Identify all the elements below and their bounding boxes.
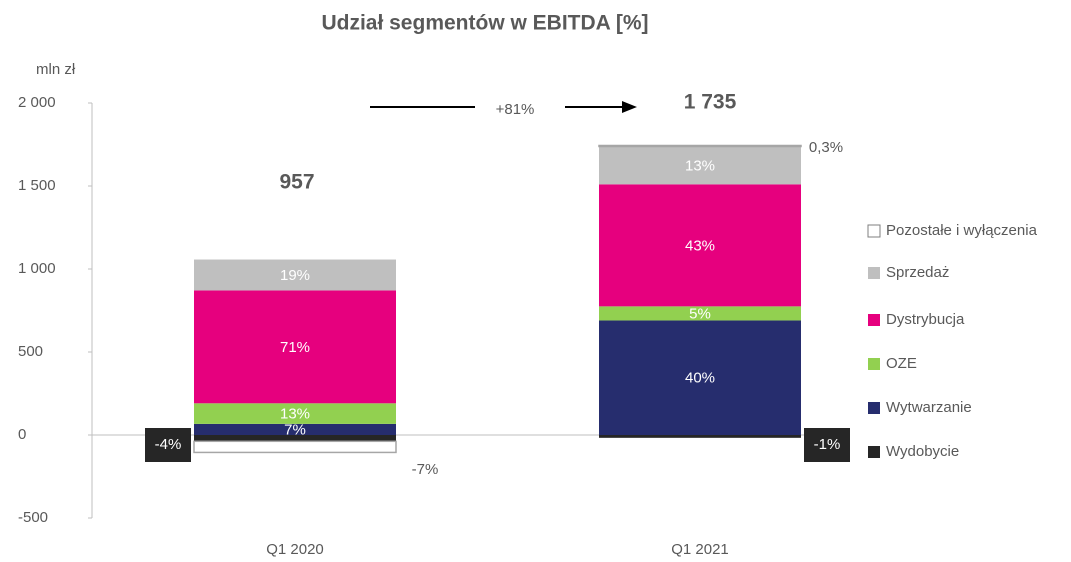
y-tick-label: 1 000 [18, 260, 56, 277]
bar-segment [599, 306, 801, 321]
data-label: 43% [685, 237, 715, 254]
x-tick-label: Q1 2020 [266, 541, 324, 558]
legend-swatch [868, 402, 880, 414]
legend-label: Dystrybucja [886, 311, 965, 328]
legend-label: Wydobycie [886, 443, 959, 460]
legend-label: Wytwarzanie [886, 399, 972, 416]
bar-segment [194, 423, 396, 435]
bar-segment [193, 440, 397, 454]
label-box [804, 428, 850, 462]
change-label: +81% [496, 101, 535, 118]
x-tick-label: Q1 2021 [671, 541, 729, 558]
bar-segment [194, 403, 396, 424]
y-tick-label: 2 000 [18, 94, 56, 111]
data-label: 13% [280, 406, 310, 423]
bar-segment [194, 259, 396, 291]
data-label: 0,3% [809, 139, 843, 156]
legend-swatch [868, 358, 880, 370]
arrow-head [622, 101, 637, 113]
label-box [145, 428, 191, 462]
data-label: 71% [280, 339, 310, 356]
bar-segment [599, 184, 801, 307]
legend-swatch [867, 224, 881, 238]
legend-swatch [868, 267, 880, 279]
data-label: 13% [685, 157, 715, 174]
data-label: -4% [155, 436, 182, 453]
bar-segment [599, 320, 801, 435]
data-label: 40% [685, 370, 715, 387]
data-label: 7% [284, 421, 306, 438]
y-tick-label: 500 [18, 343, 43, 360]
total-label: 957 [279, 171, 314, 194]
bar-segment [599, 435, 801, 438]
legend-label: Pozostałe i wyłączenia [886, 222, 1038, 239]
data-label: 19% [280, 267, 310, 284]
bar-segment [194, 290, 396, 404]
total-label: 1 735 [684, 91, 737, 114]
data-label: 5% [689, 305, 711, 322]
chart-title: Udział segmentów w EBITDA [%] [321, 12, 648, 35]
y-axis-label: mln zł [36, 61, 76, 78]
bar-segment [598, 144, 802, 148]
legend-label: Sprzedaż [886, 264, 949, 281]
data-label: -7% [412, 461, 439, 478]
legend-label: OZE [886, 355, 917, 372]
data-label: -1% [814, 436, 841, 453]
legend-swatch [868, 314, 880, 326]
bar-segment [599, 146, 801, 185]
legend-swatch [868, 446, 880, 458]
y-tick-label: 1 500 [18, 177, 56, 194]
y-tick-label: -500 [18, 509, 48, 526]
y-tick-label: 0 [18, 426, 26, 443]
bar-segment [194, 435, 396, 442]
